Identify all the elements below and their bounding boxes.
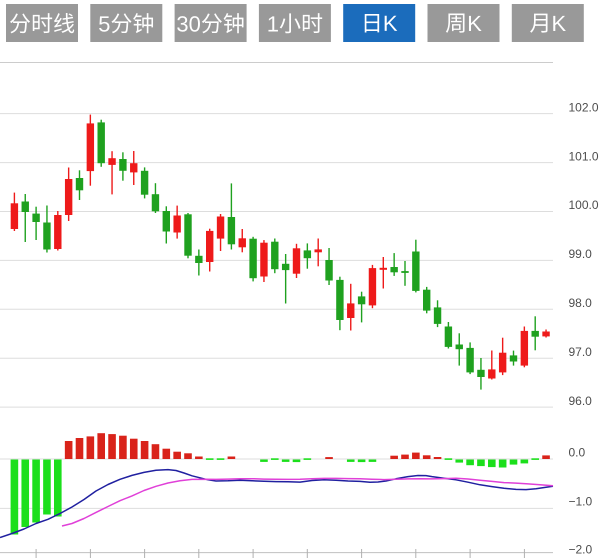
svg-text:97.0: 97.0 (569, 345, 593, 359)
svg-text:98.0: 98.0 (569, 296, 593, 310)
svg-text:100.0: 100.0 (569, 198, 599, 212)
svg-text:96.0: 96.0 (569, 394, 593, 408)
svg-text:−1.0: −1.0 (569, 495, 593, 509)
svg-text:−2.0: −2.0 (569, 542, 593, 556)
svg-text:101.0: 101.0 (569, 149, 599, 163)
svg-text:102.0: 102.0 (569, 100, 599, 114)
svg-text:99.0: 99.0 (569, 247, 593, 261)
svg-text:0.0: 0.0 (569, 446, 586, 460)
